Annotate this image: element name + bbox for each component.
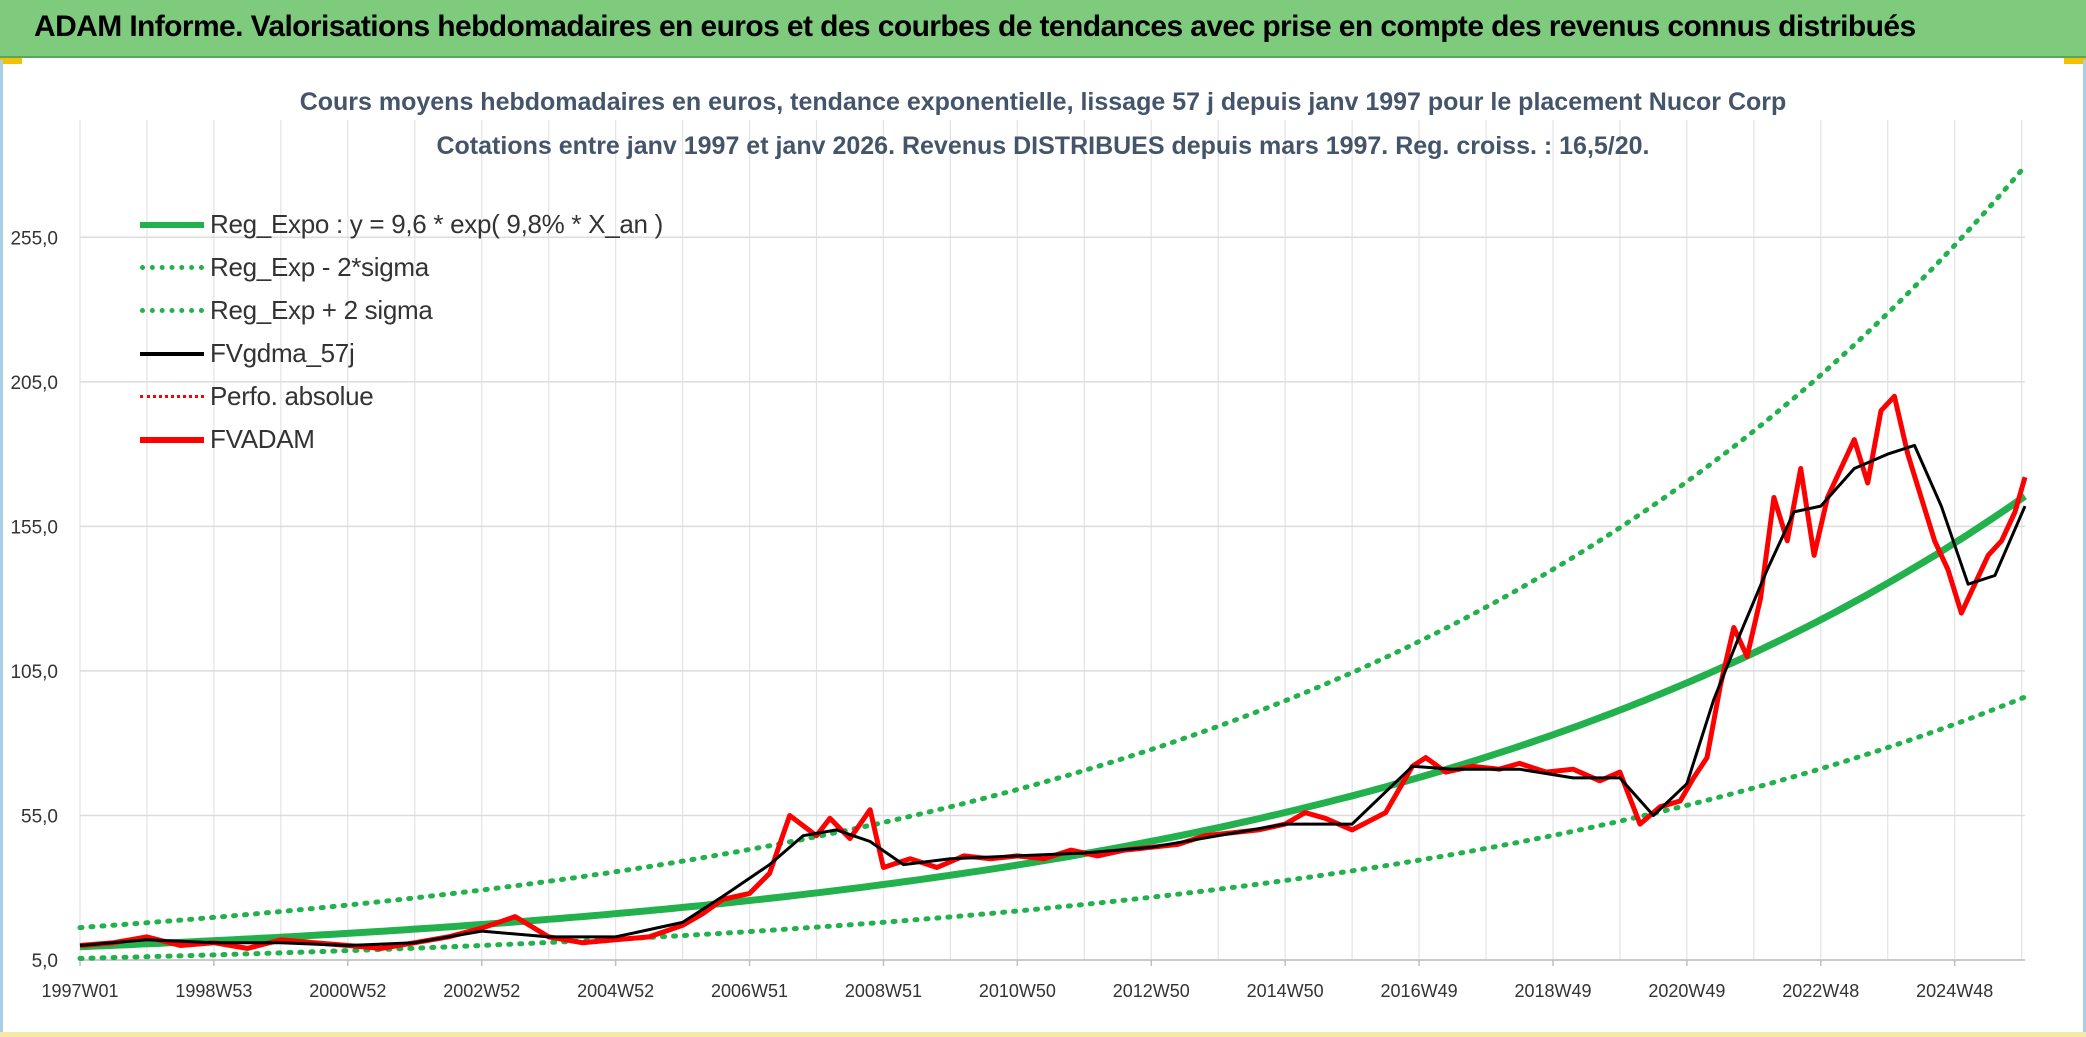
legend-item-reg-expo: Reg_Expo : y = 9,6 * exp( 9,8% * X_an )	[140, 203, 663, 246]
x-tick-label: 2016W49	[1381, 981, 1458, 1001]
reg-expo-line	[79, 493, 2027, 951]
right-corner-marker	[2064, 58, 2086, 64]
chart-subtitle: Cotations entre janv 1997 et janv 2026. …	[436, 132, 1650, 160]
legend-swatch-reg-expo	[140, 221, 204, 228]
legend-item-fvadam: FVADAM	[140, 418, 663, 461]
legend-swatch-fvgdma	[140, 351, 204, 356]
series-line-fvgdma-57j	[79, 443, 2027, 947]
x-tick-label: 2012W50	[1113, 981, 1190, 1001]
x-tick-label: 2006W51	[711, 981, 788, 1001]
x-tick-label: 1997W01	[41, 981, 118, 1001]
legend-item-perfo: Perfo. absolue	[140, 375, 663, 418]
report-banner: ADAM Informe. Valorisations hebdomadaire…	[0, 0, 2086, 58]
x-tick-label: 2018W49	[1514, 981, 1591, 1001]
y-tick-label: 105,0	[10, 662, 58, 683]
left-corner-marker	[0, 58, 22, 64]
y-tick-label: 55,0	[21, 806, 58, 827]
y-tick-label: 205,0	[10, 373, 58, 394]
y-tick-label: 5,0	[32, 951, 58, 972]
x-tick-label: 1998W53	[175, 981, 252, 1001]
legend-label-fvadam: FVADAM	[210, 424, 315, 454]
x-tick-label: 2010W50	[979, 981, 1056, 1001]
legend-item-reg-plus: Reg_Exp + 2 sigma	[140, 289, 663, 332]
legend-label-reg-minus: Reg_Exp - 2*sigma	[210, 252, 429, 282]
legend-label-fvgdma: FVgdma_57j	[210, 338, 355, 368]
bottom-strip	[0, 1032, 2086, 1037]
x-tick-label: 2002W52	[443, 981, 520, 1001]
chart-legend: Reg_Expo : y = 9,6 * exp( 9,8% * X_an ) …	[140, 203, 663, 461]
y-tick-label: 155,0	[10, 517, 58, 538]
legend-swatch-reg-minus	[140, 265, 204, 270]
reg-exp-plus-2sigma-line	[77, 163, 2028, 931]
series-line-fvadam	[79, 393, 2028, 951]
legend-label-reg-expo: Reg_Expo : y = 9,6 * exp( 9,8% * X_an )	[210, 209, 663, 239]
y-tick-label: 255,0	[10, 228, 58, 249]
legend-item-fvgdma: FVgdma_57j	[140, 332, 663, 375]
x-tick-label: 2004W52	[577, 981, 654, 1001]
x-tick-label: 2024W48	[1916, 981, 1993, 1001]
reg-exp-minus-2sigma-line	[77, 694, 2028, 961]
legend-item-reg-minus: Reg_Exp - 2*sigma	[140, 246, 663, 289]
x-tick-label: 2000W52	[309, 981, 386, 1001]
chart-title: Cours moyens hebdomadaires en euros, ten…	[299, 88, 1787, 116]
legend-label-reg-plus: Reg_Exp + 2 sigma	[210, 295, 433, 325]
x-tick-label: 2020W49	[1648, 981, 1725, 1001]
legend-label-perfo: Perfo. absolue	[210, 381, 374, 411]
x-tick-label: 2022W48	[1782, 981, 1859, 1001]
x-tick-label: 2014W50	[1247, 981, 1324, 1001]
legend-swatch-reg-plus	[140, 308, 204, 313]
legend-swatch-perfo	[140, 395, 204, 398]
x-tick-label: 2008W51	[845, 981, 922, 1001]
report-title: ADAM Informe. Valorisations hebdomadaire…	[34, 10, 1916, 43]
chart-frame	[0, 60, 2086, 1037]
legend-swatch-fvadam	[140, 436, 204, 443]
